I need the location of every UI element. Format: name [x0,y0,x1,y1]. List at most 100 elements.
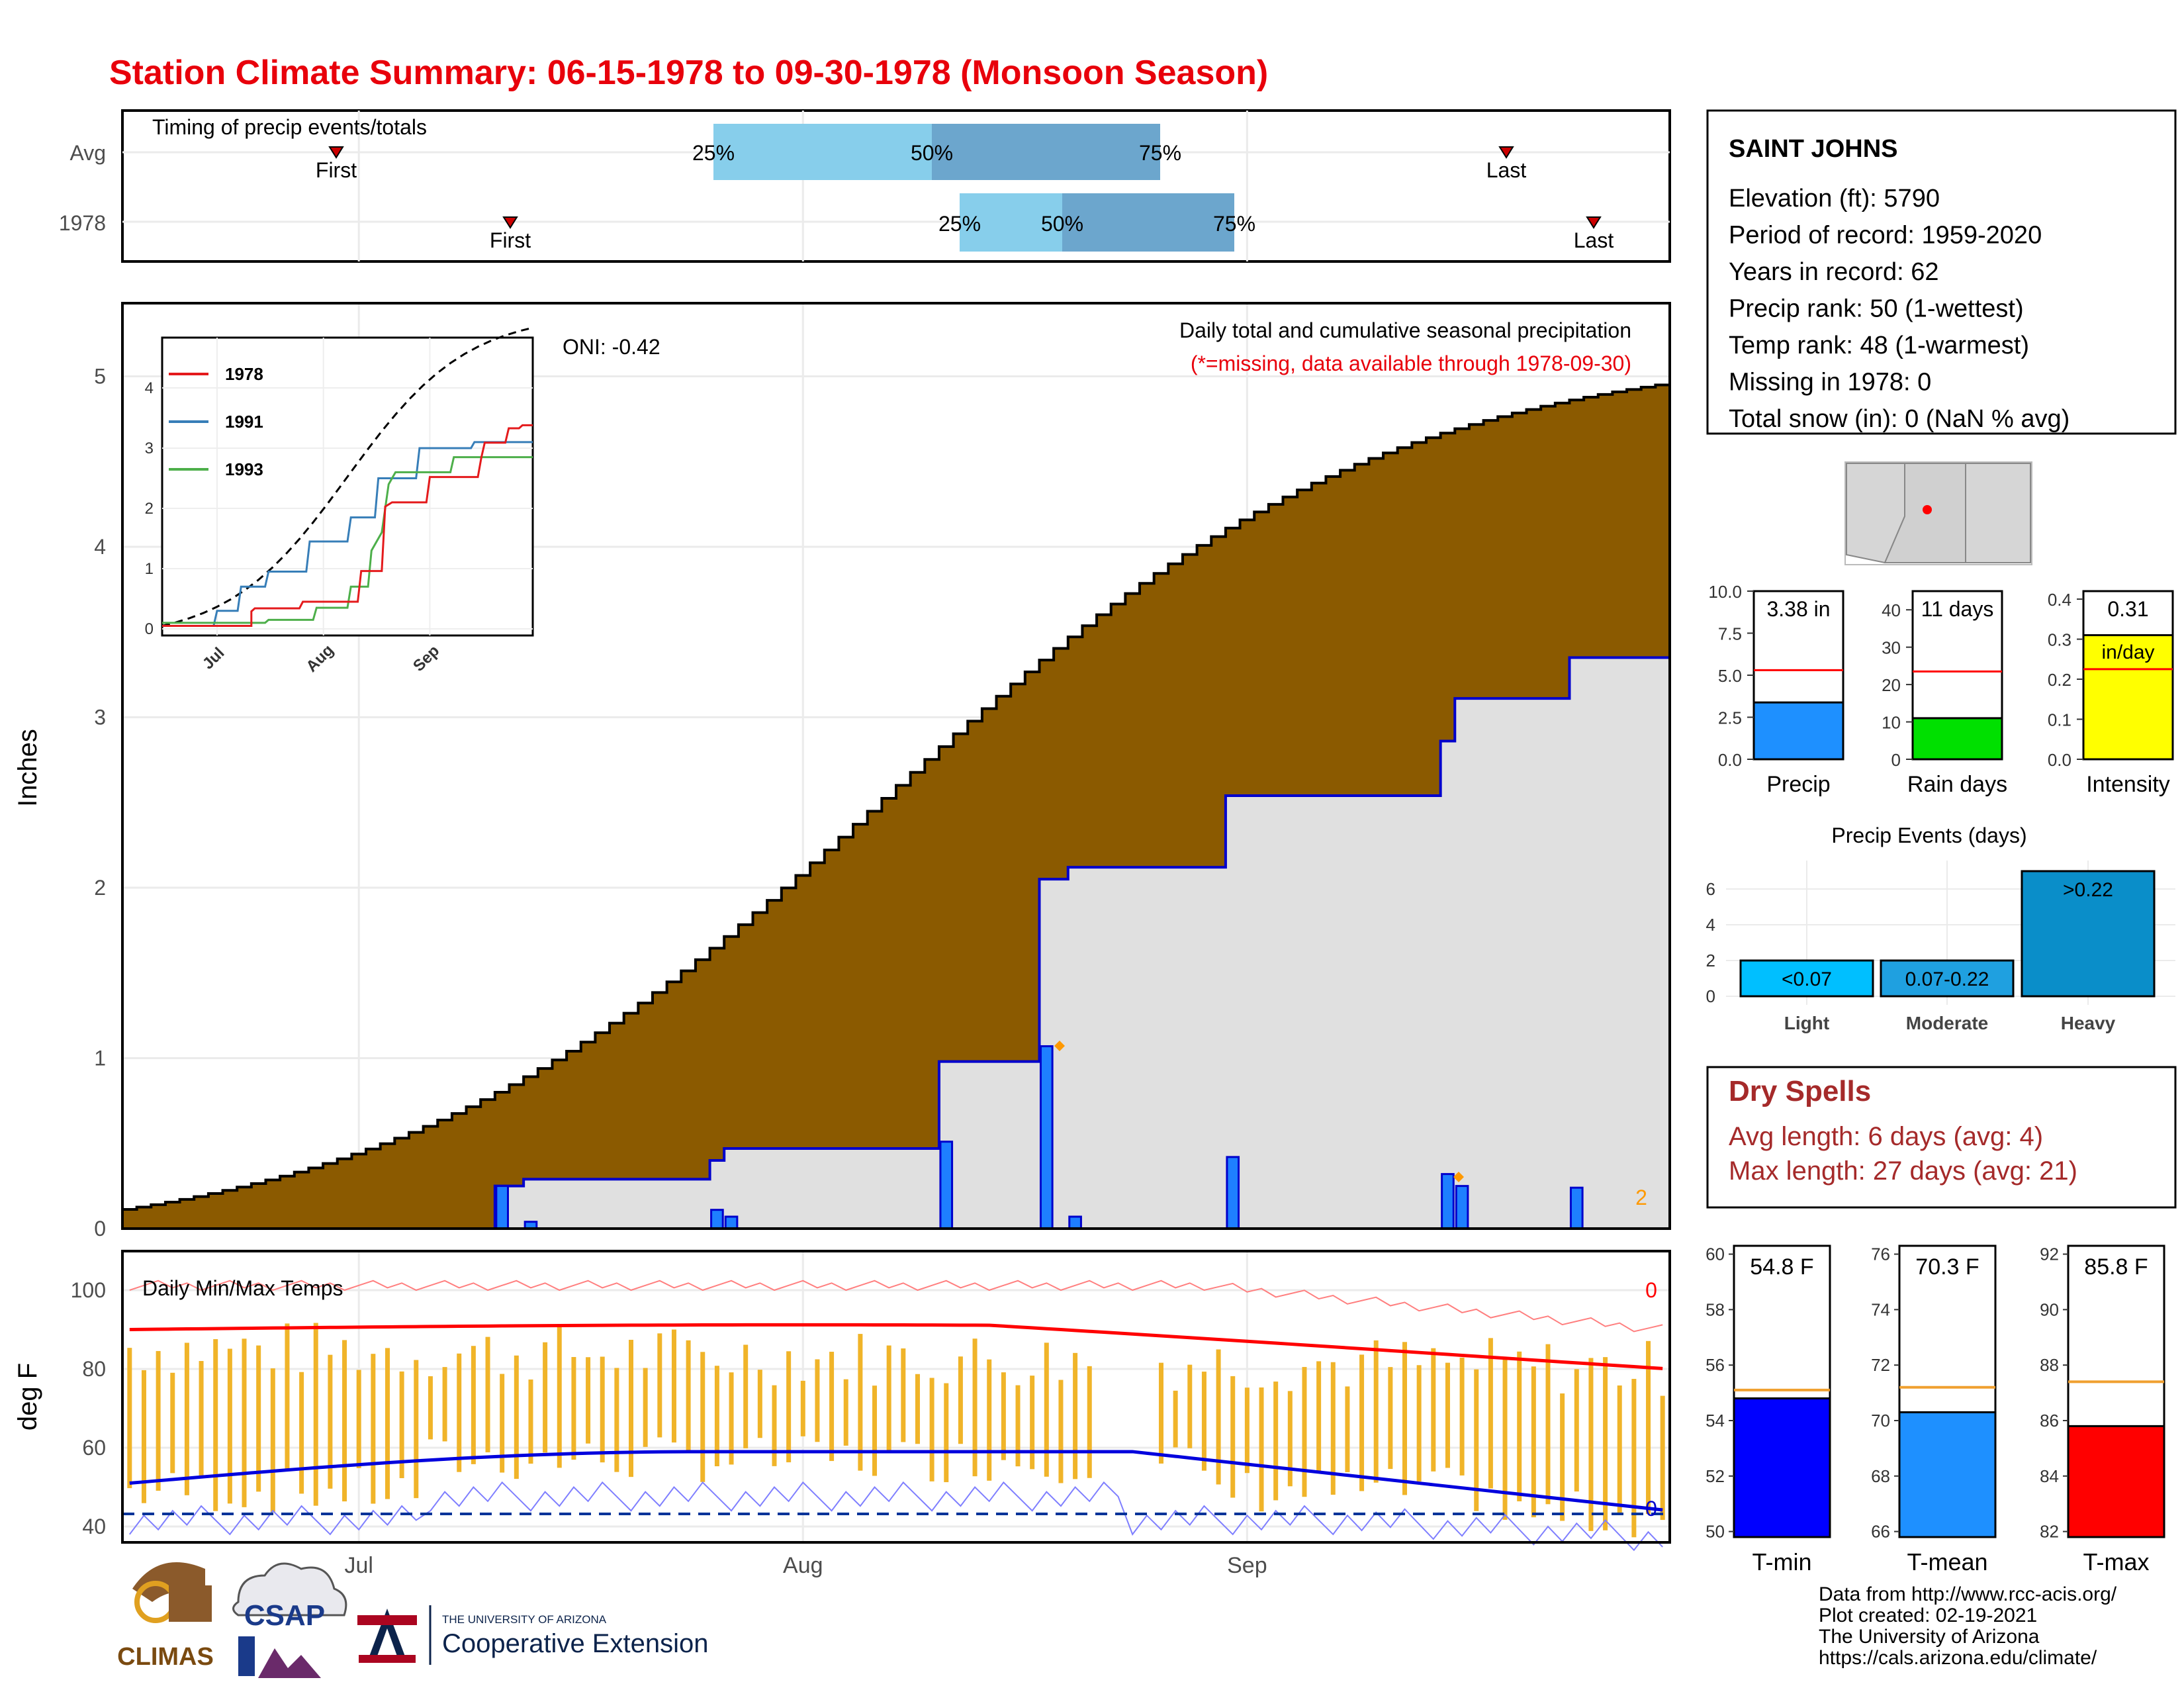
precip-ytick: 0 [94,1217,106,1241]
timing-label: Timing of precip events/totals [152,115,427,139]
precip-ylabel: Inches [13,729,42,807]
summary-bar-ytick: 30 [1882,638,1901,658]
temp-summary-value: 85.8 F [2084,1254,2148,1280]
station-location-dot [1923,505,1932,514]
events-ytick: 6 [1706,879,1715,899]
summary-bar-ytick: 7.5 [1718,624,1742,644]
avg-first-label: First [316,158,357,182]
summary-bar-unit: in/day [2101,641,2154,663]
station-info-line: Precip rank: 50 (1-wettest) [1729,295,2024,323]
inset-legend-label: 1991 [225,412,263,432]
year-pct-50: 50% [1041,212,1083,236]
daily-temp-bar [1001,1372,1006,1460]
dry-spells-box: Dry Spells Avg length: 6 days (avg: 4) M… [1706,1066,2177,1209]
footer-line-2: Plot created: 02-19-2021 [1819,1605,2037,1626]
temp-summary-label: T-mean [1907,1548,1987,1575]
daily-temp-bar [414,1360,419,1499]
daily-temp-bar [657,1333,662,1438]
daily-temp-bar [1316,1361,1322,1472]
daily-temp-bar [256,1345,261,1492]
temp-summary-ytick: 90 [2040,1299,2059,1319]
daily-temp-bar [356,1370,361,1468]
daily-temp-bar [915,1374,920,1444]
daily-temp-bar [987,1359,992,1481]
events-bar-label: <0.07 [1782,968,1832,990]
avg-min-line [129,1450,1663,1512]
year-pct-25: 25% [938,212,981,236]
daily-temp-bar [1588,1358,1594,1531]
avg-last-marker [1498,146,1514,159]
station-info-line: Period of record: 1959-2020 [1729,222,2042,250]
daily-temp-bar [1044,1342,1049,1477]
daily-precip-bar [939,1141,954,1230]
daily-temp-bar [1173,1390,1178,1448]
summary-bar-ytick: 0.3 [2048,630,2071,650]
summary-bar-ytick: 0.2 [2048,670,2071,690]
daily-temp-bar [1531,1366,1536,1518]
daily-temp-bar [1474,1369,1479,1511]
summary-bar-ytick: 0.4 [2048,590,2071,610]
daily-temp-bar [586,1357,591,1444]
summary-bar-value: 0.31 [2107,597,2148,621]
ua-small-text: THE UNIVERSITY OF ARIZONA [442,1613,607,1626]
temp-summary-bar-t-min [1733,1397,1831,1538]
summary-bar-ytick: 2.5 [1718,708,1742,728]
daily-temp-bar [1345,1386,1350,1472]
temp-summary-bar-t-max [2067,1425,2165,1538]
summary-bar-label: Intensity [2086,772,2170,797]
daily-temp-bar [1646,1340,1651,1515]
avg-pct-25: 25% [692,141,735,165]
events-bar [2021,870,2156,998]
summary-bar-ytick: 10.0 [1708,582,1742,602]
temp-ytick: 60 [82,1436,106,1460]
daily-temp-bar [829,1352,835,1462]
temp-summary-value: 70.3 F [1915,1254,1979,1280]
daily-temp-bar [629,1339,634,1477]
footer-line-3: The University of Arizona [1819,1626,2040,1648]
daily-temp-bar [342,1340,347,1502]
inset-series-1993 [162,456,533,624]
precip-ytick: 4 [94,535,106,559]
temp-ylabel: deg F [13,1363,42,1430]
events-bar-label: >0.22 [2063,879,2113,901]
inset-series-1978 [162,424,533,627]
precip-ytick: 3 [94,706,106,729]
daily-temp-bar [442,1367,447,1442]
events-bar-label: 0.07-0.22 [1905,968,1989,990]
temp-summary-ytick: 92 [2040,1244,2059,1264]
daily-temp-bar [371,1354,376,1504]
inset-legend-label: 1978 [225,364,263,384]
year-first-label: First [490,228,531,252]
daily-temp-bar [227,1348,232,1504]
temp-summary-bar-t-mean [1898,1411,1997,1538]
events-category-label: Heavy [2061,1013,2116,1033]
daily-precip-bar [1068,1215,1082,1230]
inset-ytick: 3 [145,440,154,457]
temp-summary-ytick: 58 [1706,1299,1725,1319]
daily-temp-bar [543,1342,548,1453]
daily-temp-bar [1158,1362,1163,1464]
events-bar [1880,959,2015,998]
daily-temp-bar [1545,1344,1551,1505]
summary-bar-ytick: 0.0 [2048,750,2071,770]
daily-temp-bar [901,1348,906,1442]
daily-temp-bar [313,1323,318,1506]
daily-temp-bar [1603,1357,1608,1530]
daily-temp-bar [815,1359,820,1442]
daily-temp-bar [1459,1357,1465,1476]
station-info-line: Missing in 1978: 0 [1729,369,1931,397]
daily-temp-bar [757,1370,762,1438]
events-ytick: 0 [1706,986,1715,1006]
csap-logo: CSAP [232,1562,347,1678]
daily-temp-bar [671,1329,676,1443]
precip-ytick: 1 [94,1047,106,1070]
temp-summary-ytick: 88 [2040,1355,2059,1375]
station-info-line: Years in record: 62 [1729,258,1939,286]
avg-pct-75: 75% [1139,141,1181,165]
timing-panel: Timing of precip events/totals Avg 1978 … [59,109,1671,263]
precip-events-chart: Precip Events (days) 0 2 4 6 <0.07 Light 0.07-… [1706,823,2175,1033]
avg-first-marker [328,146,344,159]
daily-temp-bar [1216,1349,1221,1485]
daily-temp-bar [213,1339,218,1511]
